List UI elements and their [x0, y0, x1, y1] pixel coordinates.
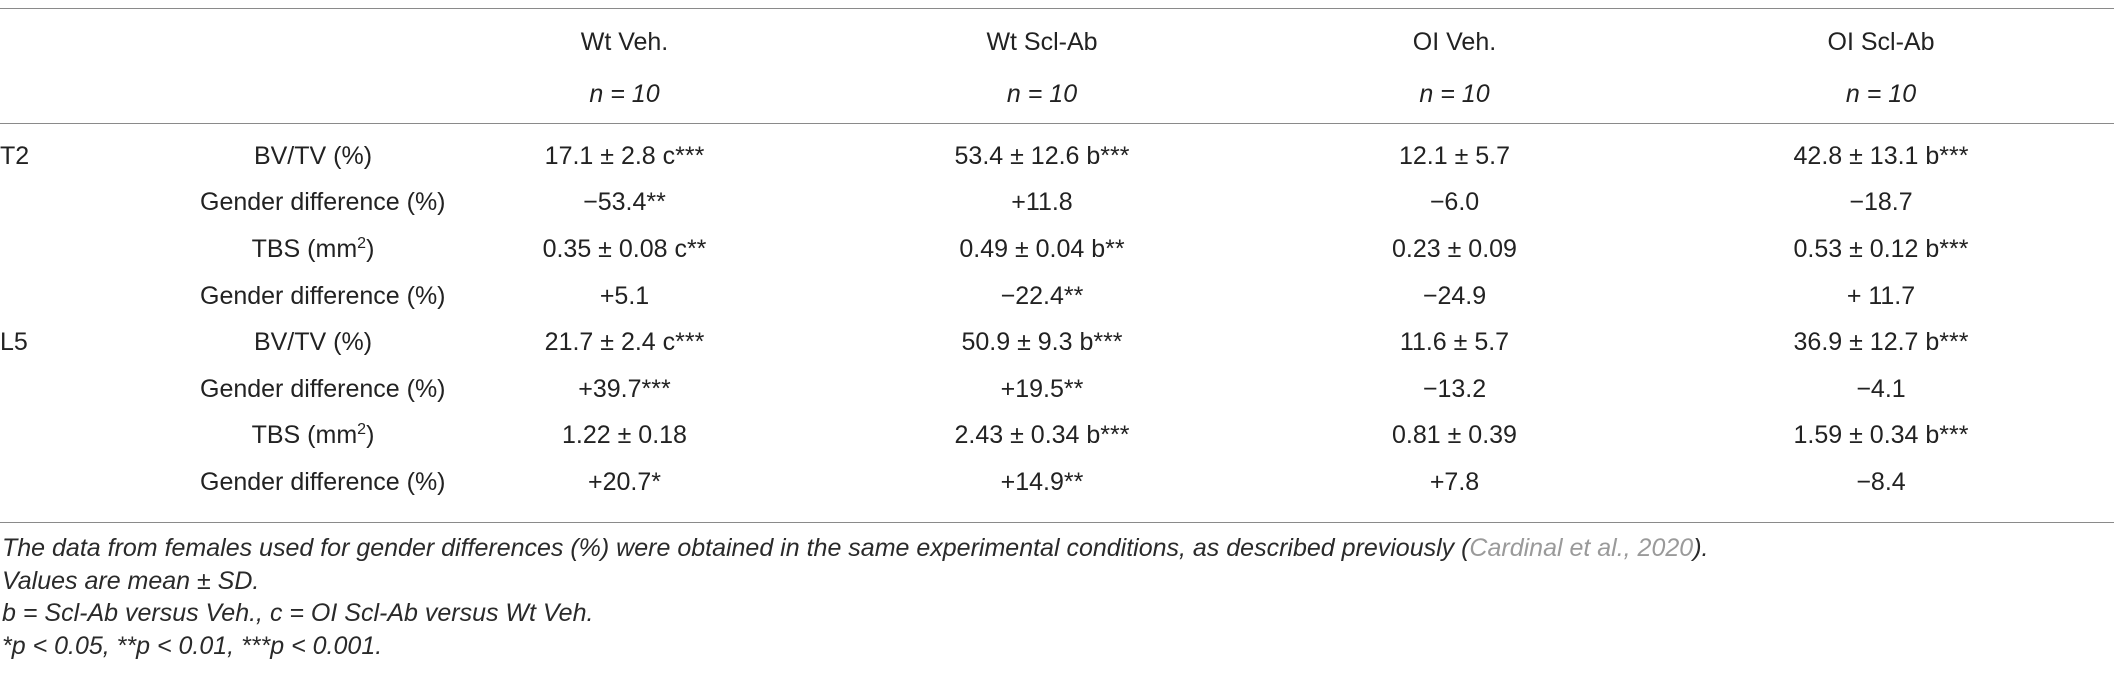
- table-row: L5 BV/TV (%) 21.7 ± 2.4 c*** 50.9 ± 9.3 b**…: [0, 319, 2114, 366]
- header-row-groups: Wt Veh. Wt Scl-Ab OI Veh. OI Scl-Ab: [0, 10, 2114, 66]
- value-cell: +19.5**: [1000, 374, 1084, 403]
- parameter-text: BV/TV (%): [253, 141, 373, 170]
- parameter-text-suffix: ): [366, 421, 375, 450]
- column-header: Wt Scl-Ab: [986, 27, 1098, 56]
- value-cell: −22.4**: [1000, 281, 1084, 310]
- parameter-text: TBS (mm: [251, 421, 358, 450]
- value-cell: 12.1 ± 5.7: [1398, 141, 1511, 170]
- citation-link[interactable]: Cardinal et al., 2020: [1469, 534, 1694, 562]
- row-group-label: [0, 273, 200, 320]
- row-parameter-label: Gender difference (%): [200, 180, 446, 227]
- value-cell: 11.6 ± 5.7: [1399, 328, 1510, 357]
- value-cell: −13.2: [1422, 374, 1487, 403]
- sample-size-label: n = 10: [1419, 80, 1490, 108]
- value-cell: 0.81 ± 0.39: [1392, 421, 1517, 450]
- row-parameter-label: TBS (mm2): [200, 413, 426, 460]
- value-cell: −4.1: [1856, 374, 1906, 403]
- value-cell: −24.9: [1422, 281, 1487, 310]
- footnote-line: *p < 0.05, **p < 0.01, ***p < 0.001.: [2, 631, 383, 660]
- sample-size-label: n = 10: [1845, 80, 1917, 108]
- parameter-text: BV/TV (%): [253, 328, 373, 357]
- row-group-label: L5: [0, 328, 28, 357]
- table-row: Gender difference (%) +20.7* +14.9** +7.8 −8…: [0, 459, 2114, 506]
- value-cell: 42.8 ± 13.1 b***: [1793, 141, 1969, 170]
- value-cell: + 11.7: [1846, 281, 1916, 310]
- value-cell: −6.0: [1429, 188, 1480, 217]
- row-parameter-label: Gender difference (%): [200, 366, 446, 413]
- sample-size-label: n = 10: [1006, 80, 1078, 108]
- table-footnotes: The data from females used for gender di…: [2, 532, 2112, 662]
- footnote-text: The data from females used for gender di…: [2, 534, 1470, 562]
- row-group-label: [0, 226, 200, 273]
- table-row: Gender difference (%) +39.7*** +19.5** −13.…: [0, 366, 2114, 413]
- value-cell: 36.9 ± 12.7 b***: [1793, 328, 1969, 357]
- parameter-text: TBS (mm: [251, 234, 358, 263]
- top-rule: [0, 8, 2114, 9]
- value-cell: +5.1: [599, 281, 650, 310]
- data-table: Wt Veh. Wt Scl-Ab OI Veh. OI Scl-Ab n = …: [0, 10, 2114, 506]
- parameter-superscript: 2: [357, 234, 367, 252]
- table-body: T2 BV/TV (%) 17.1 ± 2.8 c*** 53.4 ± 12.6 b*…: [0, 123, 2114, 506]
- row-group-label: [0, 413, 200, 460]
- column-header: Wt Veh.: [580, 27, 669, 56]
- value-cell: 53.4 ± 12.6 b***: [954, 141, 1130, 170]
- row-group-label: [0, 180, 200, 227]
- value-cell: 1.59 ± 0.34 b***: [1793, 421, 1969, 450]
- value-cell: 0.53 ± 0.12 b***: [1793, 234, 1969, 263]
- table-row: TBS (mm2) 1.22 ± 0.18 2.43 ± 0.34 b*** 0.81…: [0, 413, 2114, 460]
- parameter-superscript: 2: [357, 421, 367, 439]
- table-row: Gender difference (%) −53.4** +11.8 −6.0 −18…: [0, 180, 2114, 227]
- row-group-label: [0, 366, 200, 413]
- value-cell: +7.8: [1429, 467, 1480, 496]
- row-parameter-label: TBS (mm2): [200, 226, 426, 273]
- table-row: TBS (mm2) 0.35 ± 0.08 c** 0.49 ± 0.04 b** 0…: [0, 226, 2114, 273]
- header-rule: [0, 123, 2114, 124]
- value-cell: −53.4**: [583, 188, 666, 217]
- value-cell: 0.23 ± 0.09: [1392, 234, 1517, 263]
- table-row: T2 BV/TV (%) 17.1 ± 2.8 c*** 53.4 ± 12.6 b*…: [0, 123, 2114, 180]
- row-group-label: [0, 459, 200, 506]
- header-row-n: n = 10 n = 10 n = 10 n = 10: [0, 66, 2114, 123]
- footnote-line: The data from females used for gender di…: [2, 532, 2112, 565]
- footnote-line: b = Scl-Ab versus Veh., c = OI Scl-Ab ve…: [2, 599, 594, 627]
- value-cell: 1.22 ± 0.18: [562, 421, 687, 450]
- value-cell: 50.9 ± 9.3 b***: [961, 328, 1123, 357]
- footnote-text: ).: [1693, 534, 1709, 562]
- header-empty-cell: [200, 66, 426, 123]
- table-row: Gender difference (%) +5.1 −22.4** −24.9 + 1…: [0, 273, 2114, 320]
- value-cell: +39.7***: [578, 374, 671, 403]
- header-empty-cell: [0, 10, 200, 66]
- row-parameter-label: Gender difference (%): [200, 273, 446, 320]
- value-cell: +14.9**: [1000, 467, 1084, 496]
- value-cell: 21.7 ± 2.4 c***: [544, 328, 705, 357]
- parameter-text: Gender difference (%): [200, 188, 446, 217]
- column-header: OI Veh.: [1412, 27, 1497, 56]
- header-empty-cell: [0, 66, 200, 123]
- value-cell: 17.1 ± 2.8 c***: [544, 141, 705, 170]
- row-parameter-label: Gender difference (%): [200, 459, 446, 506]
- parameter-text: Gender difference (%): [200, 281, 446, 310]
- value-cell: +11.8: [1011, 188, 1073, 217]
- parameter-text: Gender difference (%): [200, 467, 446, 496]
- value-cell: +20.7*: [588, 467, 661, 496]
- row-parameter-label: BV/TV (%): [200, 123, 426, 180]
- parameter-text: Gender difference (%): [200, 374, 446, 403]
- value-cell: 0.35 ± 0.08 c**: [542, 234, 707, 263]
- header-empty-cell: [200, 10, 426, 66]
- value-cell: −18.7: [1849, 188, 1913, 217]
- sample-size-label: n = 10: [589, 80, 660, 108]
- value-cell: 0.49 ± 0.04 b**: [959, 234, 1125, 263]
- value-cell: 2.43 ± 0.34 b***: [954, 421, 1130, 450]
- column-header: OI Scl-Ab: [1827, 27, 1935, 56]
- bottom-rule: [0, 522, 2114, 523]
- row-group-label: T2: [0, 141, 30, 170]
- value-cell: −8.4: [1856, 467, 1906, 496]
- row-parameter-label: BV/TV (%): [200, 319, 426, 366]
- footnote-line: Values are mean ± SD.: [2, 566, 260, 595]
- parameter-text-suffix: ): [366, 234, 375, 263]
